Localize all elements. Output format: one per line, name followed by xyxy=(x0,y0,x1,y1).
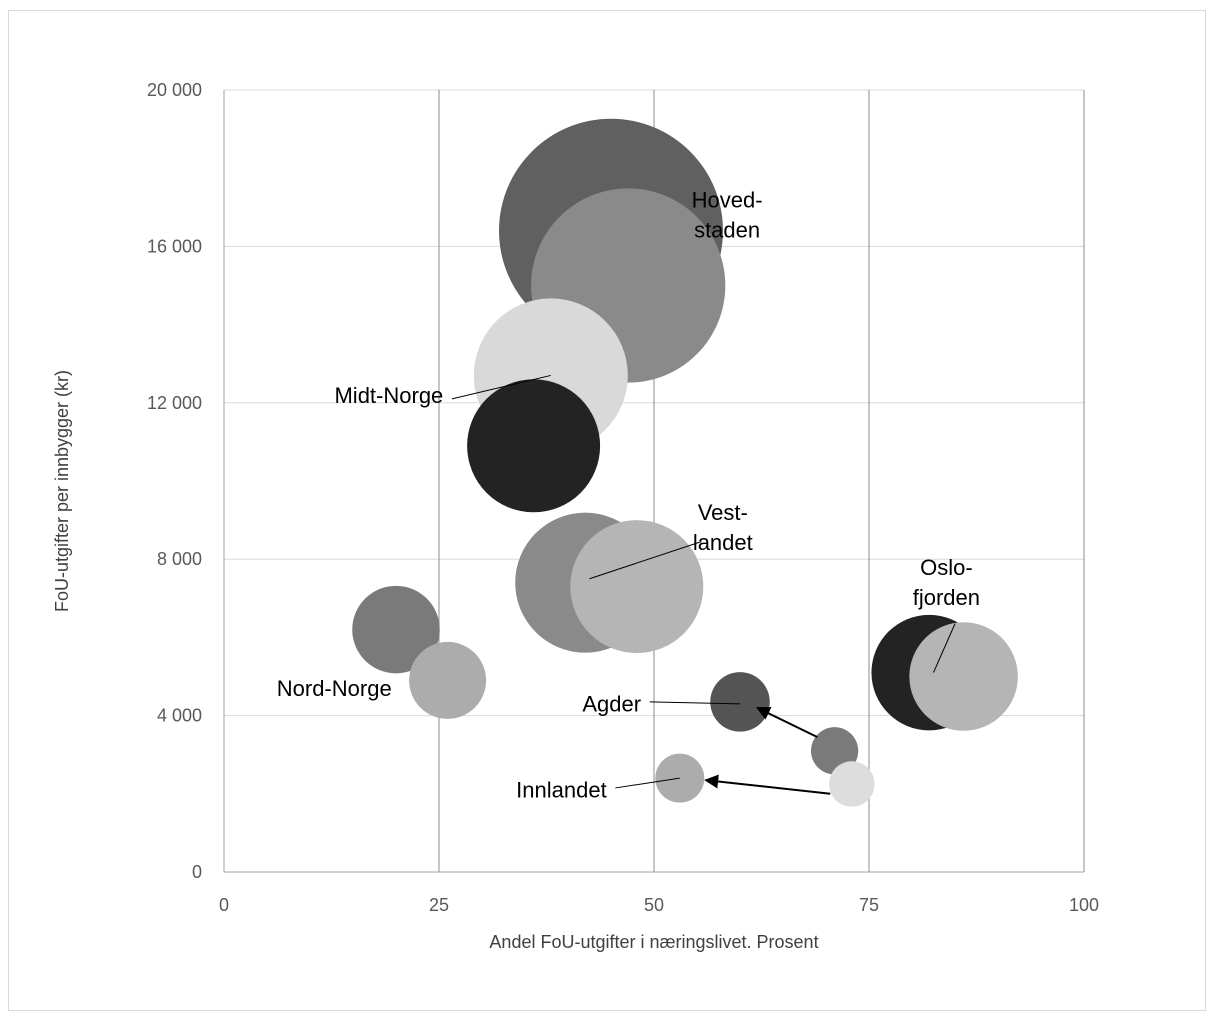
x-tick-label: 100 xyxy=(1069,895,1099,915)
region-label-line: Agder xyxy=(582,692,641,717)
bubble-nord-norge xyxy=(352,585,440,674)
region-label: Oslo-fjorden xyxy=(913,555,980,610)
y-tick-label: 12 000 xyxy=(147,393,202,413)
region-label-line: Nord-Norge xyxy=(277,676,392,701)
y-tick-label: 16 000 xyxy=(147,236,202,256)
x-tick-label: 0 xyxy=(219,895,229,915)
y-axis-title: FoU-utgifter per innbygger (kr) xyxy=(52,370,72,612)
leader-line xyxy=(615,777,680,789)
bubble-innlandet xyxy=(829,761,875,807)
bubble-oslofjorden xyxy=(909,622,1018,731)
x-tick-label: 75 xyxy=(859,895,879,915)
y-tick-label: 8 000 xyxy=(157,549,202,569)
region-label-line: Midt-Norge xyxy=(334,383,443,408)
region-label-line: Hoved- xyxy=(692,187,763,212)
bubble-agder xyxy=(710,672,770,732)
leader-line xyxy=(589,541,702,580)
x-tick-label: 50 xyxy=(644,895,664,915)
region-label: Nord-Norge xyxy=(277,676,392,701)
region-label-line: Vest- xyxy=(698,500,748,525)
region-label-line: staden xyxy=(694,217,760,242)
region-label: Agder xyxy=(582,692,641,717)
region-label-line: fjorden xyxy=(913,585,980,610)
region-label-line: Oslo- xyxy=(920,555,973,580)
region-label: Vest-landet xyxy=(693,500,753,555)
y-tick-label: 20 000 xyxy=(147,80,202,100)
arrow-agder xyxy=(755,706,818,739)
x-tick-label: 25 xyxy=(429,895,449,915)
region-label: Midt-Norge xyxy=(334,383,443,408)
region-label: Hoved-staden xyxy=(692,187,763,242)
x-axis-title: Andel FoU-utgifter i næringslivet. Prose… xyxy=(489,932,818,952)
leader-line xyxy=(451,374,551,400)
leader-line xyxy=(933,623,956,673)
region-label-line: Innlandet xyxy=(516,778,607,803)
leader-line xyxy=(649,701,741,705)
bubble-nord-norge xyxy=(409,641,487,719)
arrow-innlandet xyxy=(704,774,831,795)
bubble-midt-norge xyxy=(467,379,601,513)
y-tick-label: 0 xyxy=(192,862,202,882)
bubble-vestlandet xyxy=(570,520,704,654)
region-label-line: landet xyxy=(693,530,753,555)
region-label: Innlandet xyxy=(516,778,607,803)
y-tick-label: 4 000 xyxy=(157,706,202,726)
